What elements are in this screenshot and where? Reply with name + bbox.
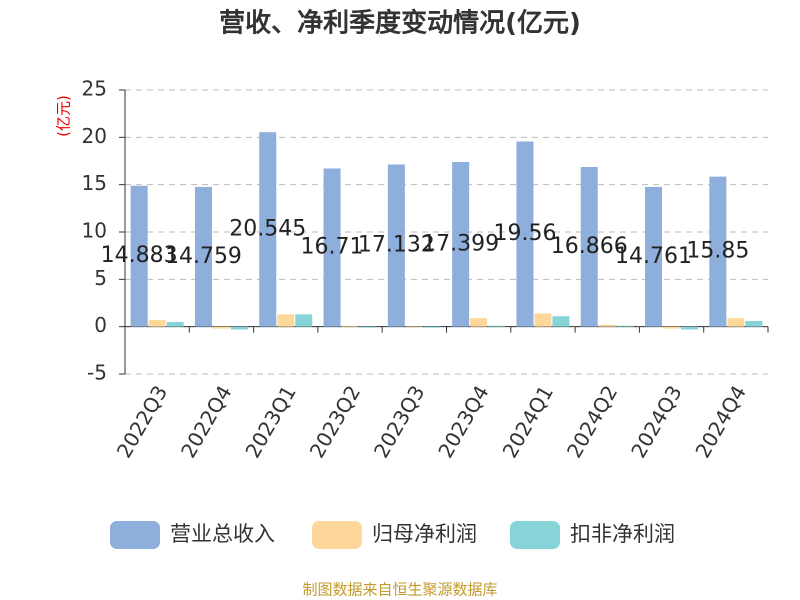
legend-swatch [110,521,160,549]
data-label: 17.132 [358,233,435,258]
data-label: 20.545 [229,216,306,241]
x-tick-label: 2024Q3 [626,381,686,462]
bar [423,326,441,328]
data-label: 14.759 [165,244,242,269]
bar [277,314,295,327]
y-tick-label: 15 [82,171,107,195]
x-tick-label: 2024Q2 [562,381,622,462]
bar [727,318,745,327]
bar [470,318,488,327]
y-tick-label: 5 [94,266,107,290]
y-tick-label: 20 [82,124,107,148]
bar [598,324,616,327]
x-tick-label: 2023Q4 [433,381,493,462]
data-label: 14.883 [101,243,178,268]
bar [745,320,763,327]
y-tick-label: 0 [94,313,107,337]
bar [148,320,166,327]
bar [534,313,552,327]
bar [681,326,699,330]
bar [341,325,359,327]
bar [387,164,405,327]
bar [323,168,341,327]
y-tick-label: 10 [82,219,107,243]
bar [130,185,148,327]
data-label: 16.866 [551,234,628,259]
bar [580,167,598,327]
bar [212,326,230,329]
bar [295,314,313,327]
x-tick-label: 2024Q1 [498,381,558,462]
data-label: 17.399 [422,231,499,256]
legend-label: 归母净利润 [372,522,477,546]
data-label: 15.85 [686,239,749,264]
bar [516,141,534,327]
bar [663,326,681,329]
bar [616,325,634,327]
bar [194,186,212,327]
bar [230,326,248,330]
bar [259,132,277,327]
x-tick-label: 2023Q3 [369,381,429,462]
bar [488,325,506,327]
bar [645,186,663,327]
bar [709,176,727,327]
x-tick-label: 2023Q1 [240,381,300,462]
x-tick-label: 2022Q3 [112,381,172,462]
x-tick-label: 2023Q2 [305,381,365,462]
bar [359,326,377,328]
legend-swatch [510,521,560,549]
legend-label: 扣非净利润 [570,522,675,546]
x-tick-label: 2024Q4 [690,381,750,462]
data-label: 16.71 [301,235,364,260]
y-tick-label: 25 [82,77,107,101]
y-axis-label: (亿元) [55,95,73,137]
bar [166,321,184,327]
y-tick-label: -5 [87,361,107,385]
data-label: 19.56 [493,221,556,246]
bar [552,316,570,327]
legend-swatch [312,521,362,549]
source-note: 制图数据来自恒生聚源数据库 [302,581,497,599]
bar [405,326,423,327]
legend-label: 营业总收入 [170,522,275,546]
x-tick-label: 2022Q4 [176,381,236,462]
chart-title: 营收、净利季度变动情况(亿元) [219,8,581,39]
data-label: 14.761 [615,244,692,269]
bar [452,161,470,327]
